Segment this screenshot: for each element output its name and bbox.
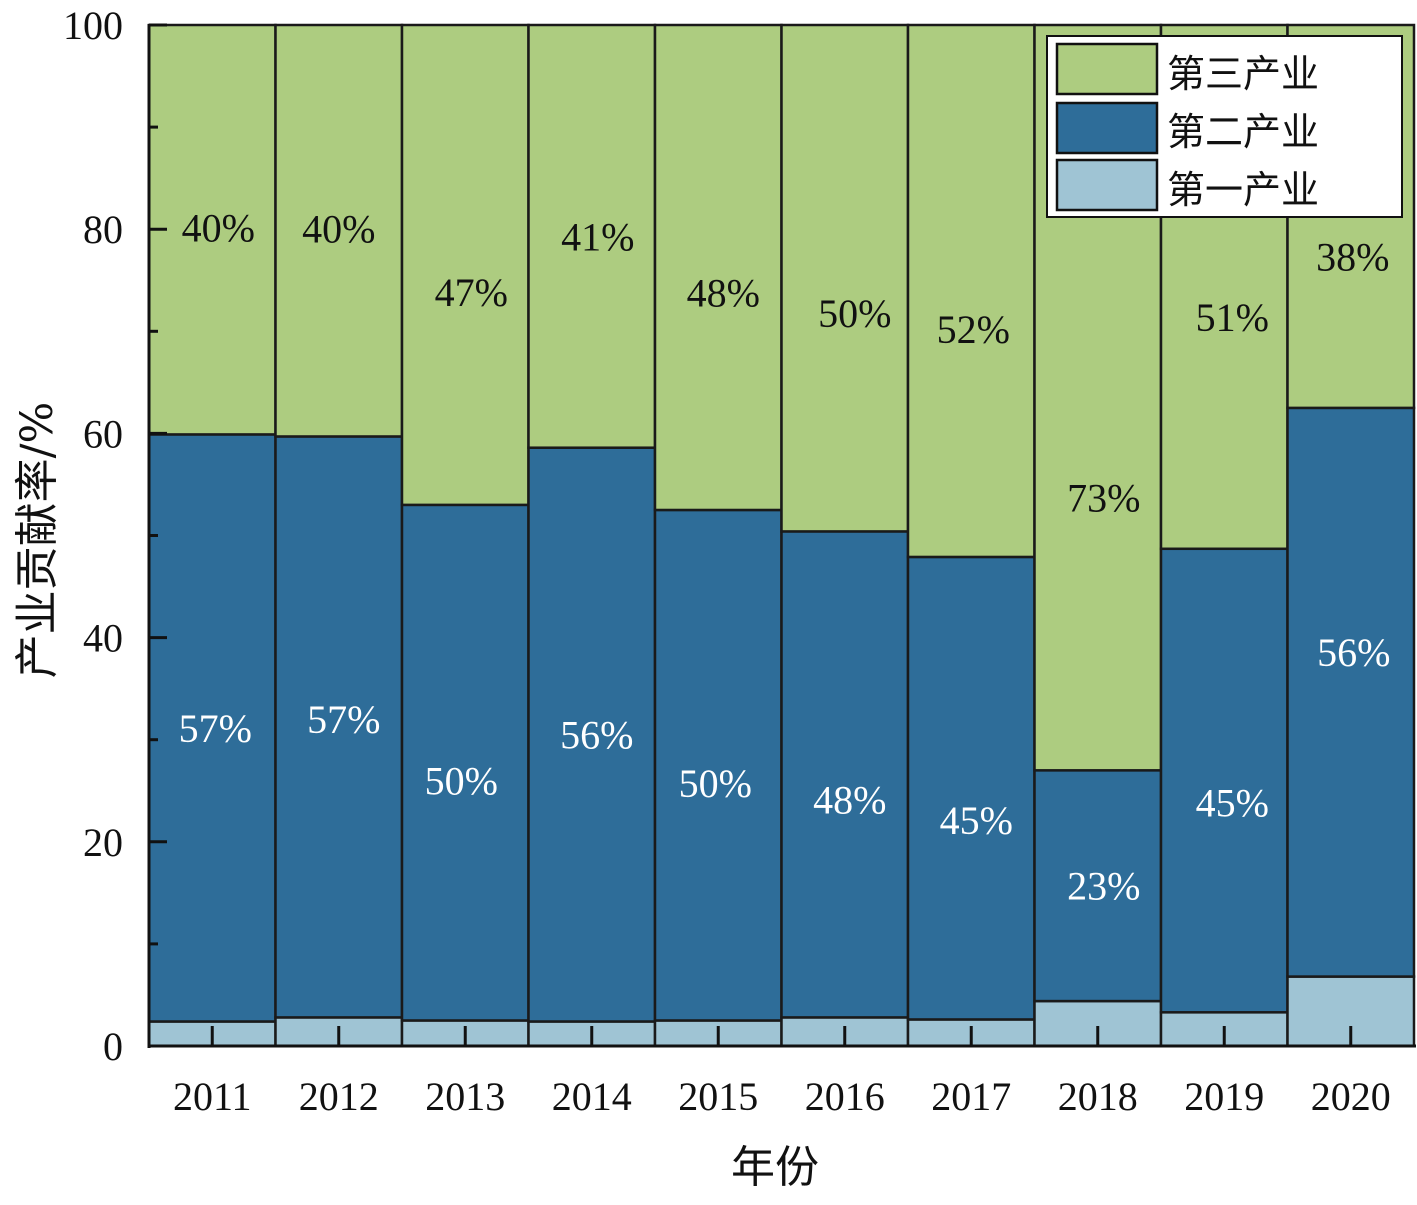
x-tick-label-2020: 2020 (1311, 1074, 1391, 1119)
data-label-tertiary-2013: 47% (435, 270, 508, 315)
bar-tertiary-2013 (400, 23, 530, 507)
data-label-tertiary-2014: 41% (561, 214, 634, 259)
data-label-tertiary-2019: 51% (1196, 295, 1269, 340)
bar-secondary-2017 (906, 555, 1036, 1021)
bar-tertiary-2017 (906, 23, 1036, 559)
x-tick-label-2017: 2017 (931, 1074, 1011, 1119)
data-label-tertiary-2012: 40% (302, 207, 375, 252)
bar-secondary-2020 (1286, 406, 1416, 978)
data-label-secondary-2018: 23% (1067, 864, 1140, 909)
x-axis-title: 年份 (731, 1142, 819, 1193)
axes-group: 2011 2012 2013 2014 2015 2016 2017 2018 2019 2020… (63, 3, 1416, 1119)
legend-label-primary: 第一产业 (1167, 168, 1319, 212)
bar-secondary-2011 (147, 433, 277, 1023)
x-tick-label-2015: 2015 (678, 1074, 758, 1119)
data-label-secondary-2011: 57% (179, 706, 252, 751)
data-label-tertiary-2017: 52% (937, 307, 1010, 352)
bar-tertiary-2011 (147, 23, 277, 436)
legend-label-secondary: 第二产业 (1167, 110, 1319, 154)
data-label-tertiary-2018: 73% (1067, 476, 1140, 521)
y-tick-label-80: 80 (83, 207, 123, 252)
data-label-secondary-2017: 45% (940, 798, 1013, 843)
legend-swatch-primary (1055, 158, 1159, 212)
data-label-secondary-2020: 56% (1317, 630, 1390, 675)
data-label-secondary-2019: 45% (1196, 781, 1269, 826)
legend-swatch-secondary (1055, 101, 1159, 155)
data-label-tertiary-2015: 48% (687, 270, 760, 315)
bar-tertiary-2012 (274, 23, 404, 438)
bar-secondary-2012 (274, 435, 404, 1019)
bar-secondary-2016 (780, 530, 910, 1019)
data-label-secondary-2012: 57% (307, 697, 380, 742)
data-label-secondary-2013: 50% (425, 759, 498, 804)
y-tick-label-60: 60 (83, 411, 123, 456)
data-label-tertiary-2020: 38% (1316, 234, 1389, 279)
y-tick-label-40: 40 (83, 616, 123, 661)
bar-tertiary-2014 (527, 23, 657, 449)
bar-secondary-2018 (1033, 769, 1163, 1003)
y-tick-label-0: 0 (103, 1024, 123, 1069)
y-axis-title: 产业贡献率/% (12, 402, 63, 679)
x-tick-label-2018: 2018 (1058, 1074, 1138, 1119)
x-tick-label-2011: 2011 (173, 1074, 252, 1119)
x-tick-label-2013: 2013 (425, 1074, 505, 1119)
bar-tertiary-2015 (653, 23, 783, 512)
legend-swatch-tertiary (1055, 42, 1159, 96)
legend-label-tertiary: 第三产业 (1167, 52, 1319, 96)
y-tick-label-20: 20 (83, 820, 123, 865)
x-tick-label-2012: 2012 (299, 1074, 379, 1119)
bar-secondary-2013 (400, 503, 530, 1022)
data-label-secondary-2015: 50% (679, 761, 752, 806)
x-tick-label-2016: 2016 (805, 1074, 885, 1119)
data-label-secondary-2014: 56% (560, 713, 633, 758)
data-label-tertiary-2016: 50% (818, 291, 891, 336)
bar-tertiary-2016 (780, 23, 910, 533)
bars-group (147, 23, 1416, 1048)
x-tick-label-2014: 2014 (552, 1074, 632, 1119)
x-tick-label-2019: 2019 (1184, 1074, 1264, 1119)
data-labels-group: 57% 40% 57% 40% 50% 47% 56% 41% 50% 48% 48% 50% 45% 5… (179, 206, 1391, 909)
legend: 第三产业 第二产业 第一产业 (1046, 35, 1403, 218)
data-label-tertiary-2011: 40% (182, 206, 255, 251)
y-tick-label-100: 100 (63, 3, 123, 48)
data-label-secondary-2016: 48% (813, 777, 886, 822)
